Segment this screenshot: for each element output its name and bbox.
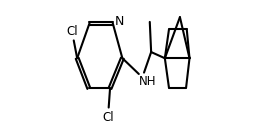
- Text: Cl: Cl: [67, 25, 78, 38]
- Text: N: N: [115, 15, 124, 28]
- Text: Cl: Cl: [103, 111, 114, 124]
- Text: NH: NH: [139, 75, 157, 88]
